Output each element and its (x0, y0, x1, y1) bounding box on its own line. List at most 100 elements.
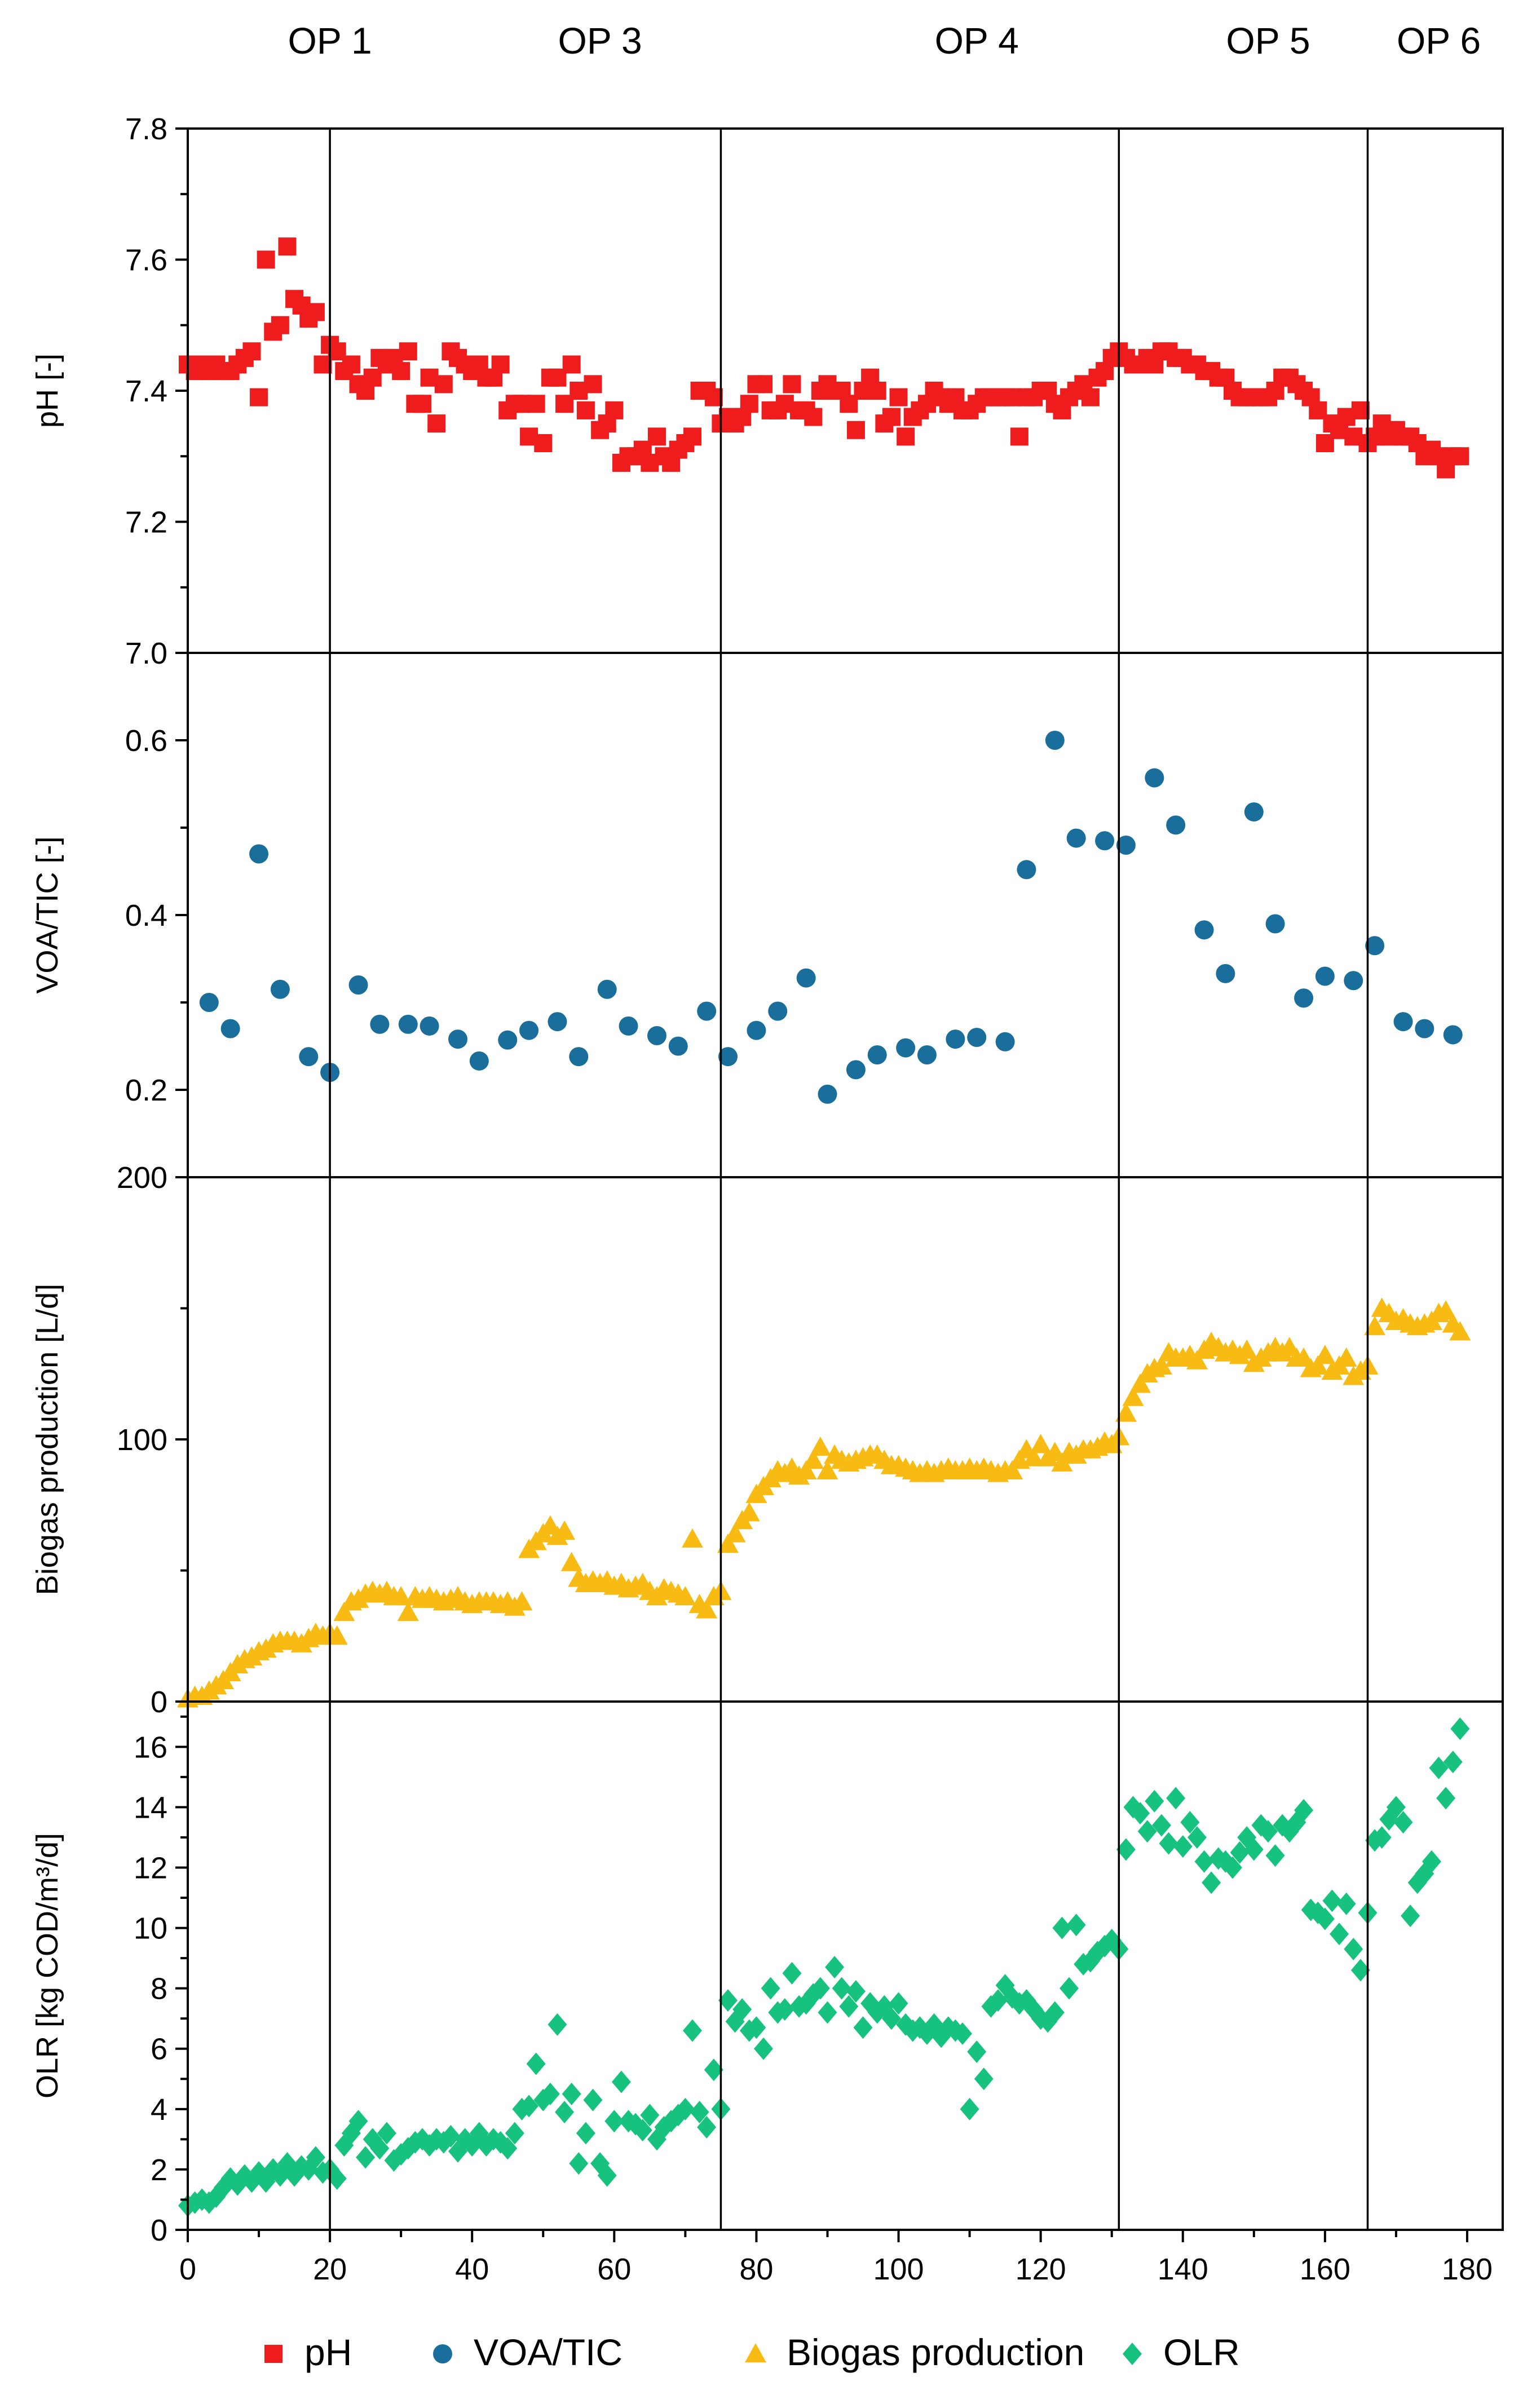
data-point-biogas (717, 1534, 739, 1553)
data-point-olr (1222, 1856, 1242, 1879)
data-point-ph (413, 395, 431, 413)
data-point-biogas (674, 1586, 696, 1606)
data-point-olr (988, 1989, 1008, 2012)
data-point-biogas (1150, 1355, 1172, 1375)
data-point-voa (1415, 1019, 1434, 1039)
data-point-ph (278, 237, 297, 256)
data-point-olr (377, 2122, 396, 2145)
y-tick-label: 0.6 (125, 724, 167, 758)
data-point-ph (1351, 401, 1370, 419)
data-point-olr (1180, 1811, 1200, 1834)
data-point-olr (818, 2001, 837, 2024)
data-point-ph (427, 414, 446, 433)
data-point-voa (548, 1012, 567, 1032)
data-point-ph (1010, 427, 1028, 446)
data-point-voa (1365, 936, 1385, 956)
legend: pH VOA/TIC Biogas production OLR (264, 2331, 1240, 2373)
data-point-voa (1344, 971, 1363, 991)
x-tick-label: 160 (1300, 2252, 1350, 2286)
y-tick-label: 10 (134, 1912, 167, 1946)
y-tick-label: 100 (117, 1423, 167, 1457)
data-point-olr (761, 1977, 780, 2000)
data-point-olr (697, 2115, 717, 2139)
data-point-biogas (397, 1601, 419, 1621)
y-tick-label: 0 (151, 1685, 167, 1719)
data-point-voa (867, 1045, 887, 1064)
data-point-voa (995, 1032, 1015, 1051)
y-tick-label: 0.2 (125, 1073, 167, 1107)
data-point-biogas (554, 1520, 576, 1540)
data-point-voa (1244, 802, 1264, 822)
y-tick-label: 6 (151, 2033, 167, 2066)
y-tick-label: 7.0 (125, 637, 167, 670)
data-point-voa (420, 1016, 439, 1036)
data-point-olr (498, 2137, 518, 2160)
data-point-ph (242, 342, 261, 361)
data-point-olr (967, 2040, 987, 2064)
x-tick-label: 120 (1016, 2252, 1066, 2286)
data-point-olr (1060, 1977, 1079, 2000)
y-axis-label: pH [-] (30, 354, 64, 428)
x-tick-label: 0 (179, 2252, 196, 2286)
data-point-olr (1194, 1850, 1214, 1873)
data-point-olr (1315, 1907, 1335, 1930)
data-point-olr (1159, 1832, 1178, 1855)
data-point-biogas (738, 1502, 760, 1522)
data-point-olr (306, 2146, 325, 2169)
y-tick-label: 2 (151, 2153, 167, 2187)
data-point-olr (1450, 1717, 1470, 1740)
data-point-biogas (1122, 1386, 1144, 1406)
legend-marker-triangle (745, 2343, 766, 2363)
data-point-ph (1081, 388, 1100, 407)
series-voa (199, 731, 1463, 1104)
data-point-olr (1187, 1826, 1207, 1849)
data-point-olr (441, 2125, 461, 2148)
data-point-voa (668, 1036, 688, 1056)
data-point-ph (434, 375, 453, 394)
data-point-olr (775, 1998, 794, 2021)
data-point-ph (527, 395, 545, 413)
data-point-ph (783, 375, 801, 394)
data-point-olr (569, 2152, 589, 2175)
y-tick-label: 8 (151, 1972, 167, 2006)
data-point-voa (249, 844, 269, 864)
data-point-ph (605, 401, 624, 419)
data-point-voa (1315, 966, 1335, 986)
legend-item: Biogas production (745, 2331, 1084, 2373)
data-point-olr (704, 2058, 723, 2082)
x-tick-label: 100 (873, 2252, 924, 2286)
y-tick-label: 14 (134, 1791, 167, 1824)
data-point-voa (1443, 1025, 1463, 1045)
series-biogas (177, 1297, 1471, 1708)
data-point-olr (1436, 1787, 1456, 1810)
data-point-ph (804, 408, 823, 426)
data-point-voa (299, 1047, 319, 1067)
data-point-biogas (1186, 1350, 1208, 1369)
data-point-olr (505, 2122, 524, 2145)
data-point-biogas (1449, 1321, 1471, 1341)
data-point-biogas (1435, 1300, 1457, 1320)
data-point-voa (946, 1030, 965, 1049)
data-point-ph (562, 355, 581, 374)
data-point-voa (768, 1001, 788, 1021)
data-point-olr (327, 2167, 347, 2190)
data-point-voa (519, 1020, 539, 1040)
data-point-voa (569, 1047, 589, 1067)
data-point-ph (399, 342, 417, 361)
data-point-olr (676, 2097, 695, 2120)
data-point-ph (882, 408, 900, 426)
legend-marker-diamond (1123, 2343, 1142, 2365)
data-point-olr (1336, 1892, 1356, 1915)
data-point-biogas (1314, 1345, 1336, 1364)
legend-item: pH (264, 2331, 352, 2373)
y-axis-label: VOA/TIC [-] (30, 836, 64, 993)
data-point-olr (747, 2016, 766, 2039)
data-point-olr (1137, 1820, 1157, 1843)
data-point-voa (1145, 768, 1164, 788)
legend-label: pH (304, 2331, 352, 2373)
data-point-voa (1166, 815, 1186, 835)
data-point-olr (633, 2119, 652, 2142)
data-point-olr (1393, 1811, 1413, 1834)
panel-biogas: 0 100 200 Biogas production [L/d] (30, 1161, 1504, 1719)
data-point-biogas (802, 1450, 824, 1469)
